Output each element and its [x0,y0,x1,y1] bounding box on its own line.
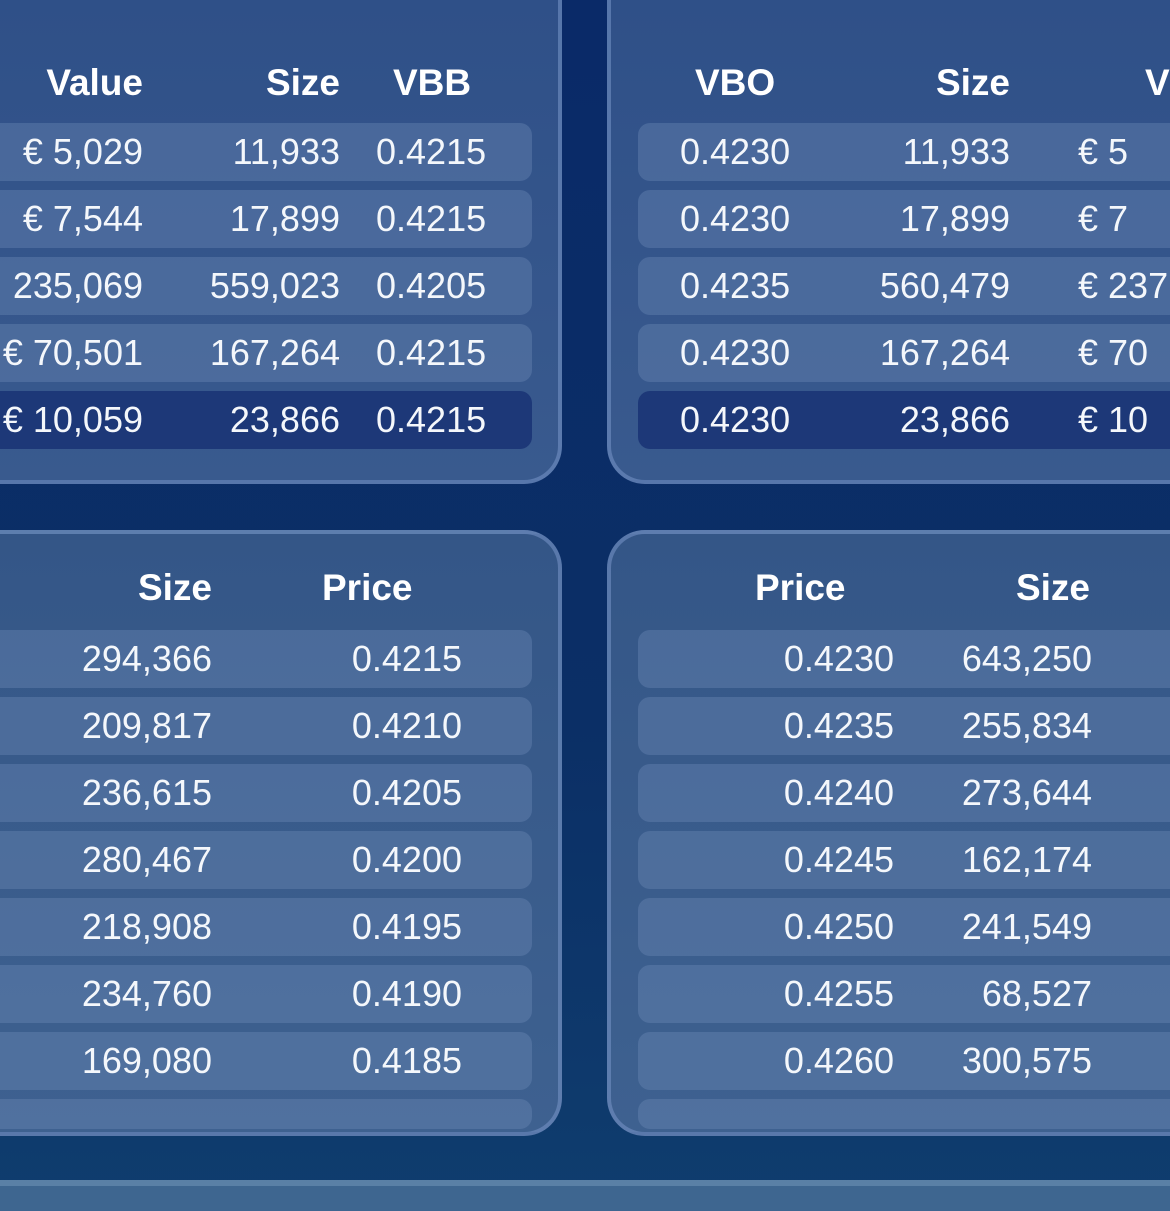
bid-level-size: 234,760 [81,973,212,1014]
ask-level-row[interactable] [638,697,1170,755]
bid-level-price: 0.4185 [351,1040,462,1081]
bid-trade-row[interactable] [0,257,532,315]
bids-header-size[interactable]: Size [137,567,212,608]
asks-panel [607,530,1170,1136]
offer-trade-value: € 237 [1078,265,1169,306]
bid-level-price: 0.4200 [351,839,462,880]
bid-trade-row[interactable] [0,324,532,382]
bids-panel [0,530,562,1136]
bid-level-row[interactable] [0,630,532,688]
offer-trades-header-vbo[interactable]: VBO [695,62,776,103]
bottom-bar [0,1180,1170,1211]
bid-trade-vbb: 0.4205 [376,265,487,306]
bid-trade-row[interactable] [0,190,532,248]
bid-trade-vbb: 0.4215 [376,198,487,239]
offer-trade-size: 23,866 [899,399,1010,440]
ask-level-size: 300,575 [961,1040,1092,1081]
bid-trade-row[interactable] [0,391,532,449]
ask-level-price: 0.4230 [783,638,894,679]
bid-trade-size: 11,933 [232,131,340,172]
ask-level-price: 0.4240 [783,772,894,813]
offer-trade-row[interactable] [638,190,1170,248]
bid-trade-size: 23,866 [229,399,340,440]
bid-level-row[interactable] [0,764,532,822]
bid-trade-vbb: 0.4215 [376,332,487,373]
bid-level-price: 0.4195 [351,906,462,947]
bid-level-size: 294,366 [81,638,212,679]
ask-level-size: 255,834 [961,705,1092,746]
bid-trades-header-size[interactable]: Size [265,62,340,103]
offer-trade-vbo: 0.4230 [680,198,791,239]
ask-level-row-partial[interactable] [638,1099,1170,1129]
bids-header-price[interactable]: Price [322,567,413,608]
ask-level-price: 0.4245 [783,839,894,880]
bid-level-row[interactable] [0,1032,532,1090]
offer-trade-size: 560,479 [879,265,1010,306]
ask-level-price: 0.4250 [783,906,894,947]
offer-trade-size: 11,933 [902,131,1010,172]
bid-trade-size: 17,899 [229,198,340,239]
bid-level-row[interactable] [0,898,532,956]
offer-trade-row[interactable] [638,123,1170,181]
offer-trade-vbo: 0.4230 [680,332,791,373]
bid-level-row[interactable] [0,965,532,1023]
bid-level-size: 218,908 [81,906,212,947]
ask-level-row[interactable] [638,764,1170,822]
ask-level-row[interactable] [638,965,1170,1023]
bid-trade-size: 167,264 [209,332,340,373]
offer-trade-row[interactable] [638,391,1170,449]
bid-level-size: 209,817 [81,705,212,746]
ask-level-price: 0.4235 [783,705,894,746]
ask-level-size: 162,174 [961,839,1092,880]
asks-header-size[interactable]: Size [1015,567,1090,608]
ask-level-price: 0.4255 [783,973,894,1014]
offer-trade-value: € 7 [1078,198,1129,239]
bid-level-price: 0.4215 [351,638,462,679]
offer-trade-vbo: 0.4230 [680,131,791,172]
bid-level-row-partial[interactable] [0,1099,532,1129]
ask-level-size: 273,644 [961,772,1092,813]
offer-trade-row[interactable] [638,257,1170,315]
ask-level-row[interactable] [638,898,1170,956]
bid-trade-value: € 70,501 [2,332,143,373]
ask-level-row[interactable] [638,1032,1170,1090]
ask-level-row[interactable] [638,831,1170,889]
offer-trade-value: € 5 [1078,131,1129,172]
bid-trade-value: € 5,029 [22,131,143,172]
bid-trades-header-value[interactable]: Value [46,62,143,103]
bid-trade-vbb: 0.4215 [376,131,487,172]
bid-level-price: 0.4210 [351,705,462,746]
ask-level-size: 68,527 [981,973,1092,1014]
bid-trade-value: € 7,544 [22,198,143,239]
offer-trade-row[interactable] [638,324,1170,382]
asks-header-price[interactable]: Price [755,567,846,608]
bid-level-size: 280,467 [81,839,212,880]
bid-trade-vbb: 0.4215 [376,399,487,440]
bid-trade-value: 235,069 [12,265,143,306]
bid-level-price: 0.4190 [351,973,462,1014]
offer-trade-size: 17,899 [899,198,1010,239]
ask-level-row[interactable] [638,630,1170,688]
offer-trade-vbo: 0.4235 [680,265,791,306]
bid-trade-row[interactable] [0,123,532,181]
bid-level-row[interactable] [0,697,532,755]
offer-trade-value: € 10 [1078,399,1149,440]
ask-level-size: 643,250 [961,638,1092,679]
bid-trade-size: 559,023 [209,265,340,306]
bid-level-size: 236,615 [81,772,212,813]
bid-level-price: 0.4205 [351,772,462,813]
offer-trades-header-size[interactable]: Size [935,62,1010,103]
ask-level-price: 0.4260 [783,1040,894,1081]
offer-trade-value: € 70 [1078,332,1149,373]
bid-level-row[interactable] [0,831,532,889]
bid-level-size: 169,080 [81,1040,212,1081]
ask-level-size: 241,549 [961,906,1092,947]
offer-trade-vbo: 0.4230 [680,399,791,440]
offer-trade-size: 167,264 [879,332,1010,373]
bid-trades-header-vbb[interactable]: VBB [393,62,472,103]
bid-trade-value: € 10,059 [2,399,143,440]
offer-trades-header-value[interactable]: V [1145,62,1170,103]
